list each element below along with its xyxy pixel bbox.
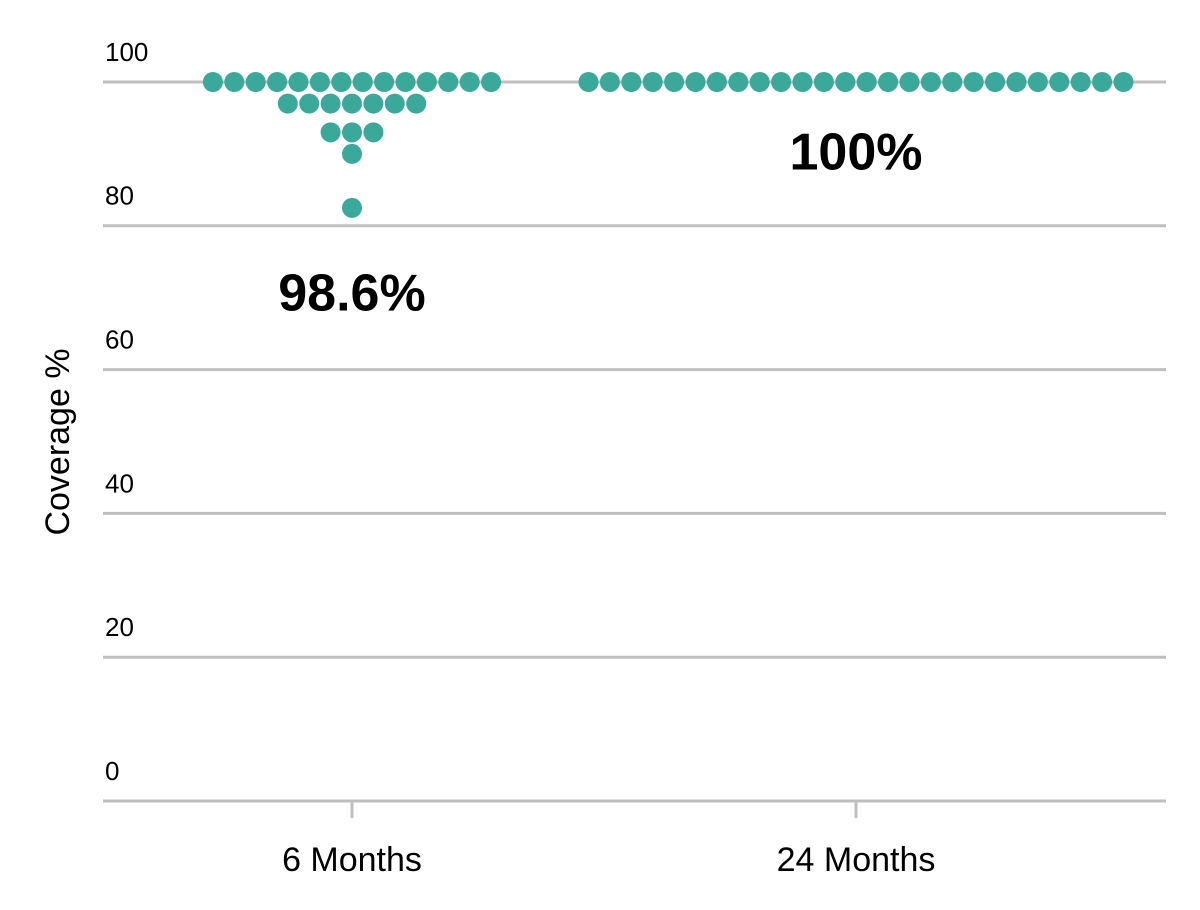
y-tick-label: 80 [105,181,134,211]
dot [664,72,685,92]
dot [395,72,416,92]
dot [406,93,427,114]
dot [920,72,941,92]
dot [342,143,362,164]
y-tick-label: 60 [105,324,134,354]
dot [771,72,792,92]
dot [342,93,362,114]
dot [342,197,362,218]
dot [599,72,620,92]
dot [963,72,984,92]
dot [438,72,459,92]
dot [1070,72,1091,92]
dot [277,93,298,114]
dot [813,72,834,92]
dot [363,122,384,143]
dot [1006,72,1027,92]
dot [1092,72,1113,92]
dot [792,72,813,92]
dot [642,72,663,92]
dot [459,72,480,92]
dot [1049,72,1070,92]
dot [749,72,770,92]
dot [878,72,899,92]
dot [331,72,352,92]
dot [1113,72,1134,92]
dot [706,72,727,92]
dot [320,93,341,114]
dot [985,72,1006,92]
dot [1027,72,1048,92]
dot [342,122,362,143]
dot [267,72,288,92]
dot [299,93,320,114]
dot [856,72,877,92]
dot [309,72,330,92]
dot [288,72,309,92]
y-tick-label: 0 [105,756,119,786]
dot [728,72,749,92]
dot [352,72,373,92]
dot [202,72,223,92]
y-tick-label: 100 [105,37,148,67]
dot [481,72,502,92]
dot [578,72,599,92]
annotation: 98.6% [278,265,425,323]
x-tick-label: 24 Months [777,841,936,879]
dot [320,122,341,143]
x-tick-label: 6 Months [282,841,422,879]
dot [835,72,856,92]
y-tick-label: 20 [105,612,134,642]
dot [224,72,245,92]
dot [416,72,437,92]
y-tick-label: 40 [105,468,134,498]
dot [245,72,266,92]
dot [374,72,395,92]
dot [621,72,642,92]
dot [899,72,920,92]
y-axis-label: Coverage % [39,348,77,535]
dot [685,72,706,92]
dot [942,72,963,92]
dot [384,93,405,114]
annotation: 100% [790,124,923,182]
dot [363,93,384,114]
